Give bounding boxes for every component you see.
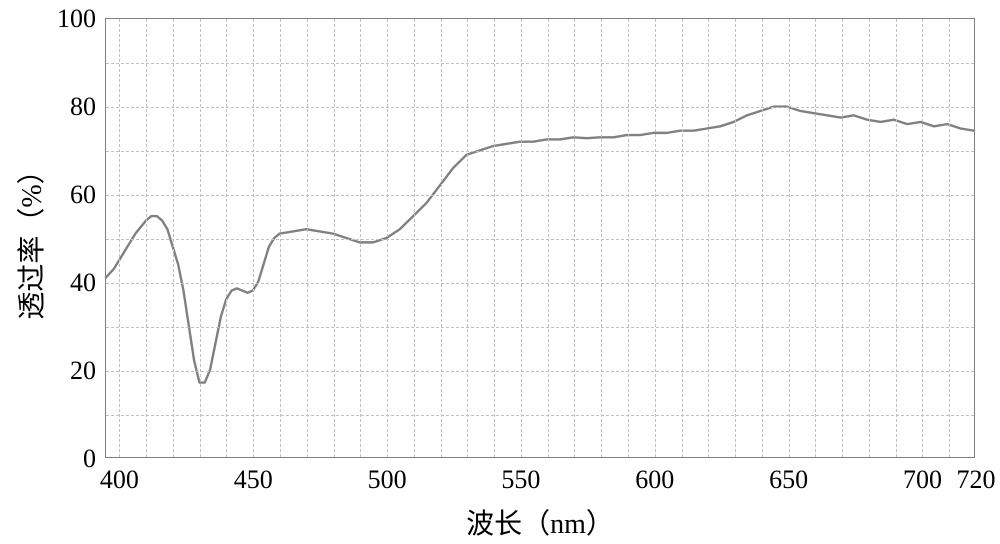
x-tick-label: 500: [368, 457, 407, 495]
gridline-v: [226, 19, 227, 457]
x-tick-label: 600: [635, 457, 674, 495]
y-tick-label: 100: [57, 4, 106, 34]
gridline-v: [360, 19, 361, 457]
gridline-v: [307, 19, 308, 457]
gridline-v: [869, 19, 870, 457]
x-tick-label: 450: [234, 457, 273, 495]
gridline-h: [106, 371, 974, 372]
gridline-v: [280, 19, 281, 457]
gridline-h: [106, 283, 974, 284]
gridline-h: [106, 107, 974, 108]
gridline-h: [106, 151, 974, 152]
chart-container: 020406080100400450500550600650700720 透过率…: [0, 0, 1000, 544]
gridline-v: [628, 19, 629, 457]
gridline-v: [387, 19, 388, 457]
gridline-v: [842, 19, 843, 457]
gridline-v: [173, 19, 174, 457]
gridline-v: [548, 19, 549, 457]
gridline-v: [467, 19, 468, 457]
gridline-v: [682, 19, 683, 457]
x-tick-label: 700: [903, 457, 942, 495]
gridline-v: [655, 19, 656, 457]
gridline-v: [334, 19, 335, 457]
x-tick-label: 720: [957, 457, 996, 495]
x-tick-label: 400: [100, 457, 139, 495]
gridline-v: [762, 19, 763, 457]
gridline-v: [414, 19, 415, 457]
gridline-v: [949, 19, 950, 457]
gridline-v: [708, 19, 709, 457]
gridline-v: [494, 19, 495, 457]
x-tick-label: 650: [769, 457, 808, 495]
gridline-v: [789, 19, 790, 457]
y-tick-label: 20: [70, 356, 106, 386]
gridline-v: [574, 19, 575, 457]
gridline-h: [106, 327, 974, 328]
chart-svg: [106, 19, 974, 457]
gridline-v: [922, 19, 923, 457]
transmittance-line: [106, 107, 974, 383]
gridline-v: [521, 19, 522, 457]
gridline-v: [735, 19, 736, 457]
gridline-v: [146, 19, 147, 457]
plot-area: 020406080100400450500550600650700720: [105, 18, 975, 458]
gridline-h: [106, 415, 974, 416]
gridline-v: [119, 19, 120, 457]
gridline-h: [106, 63, 974, 64]
x-tick-label: 550: [501, 457, 540, 495]
y-tick-label: 80: [70, 92, 106, 122]
gridline-h: [106, 195, 974, 196]
gridline-v: [200, 19, 201, 457]
gridline-h: [106, 239, 974, 240]
y-axis-label: 透过率（%）: [10, 156, 50, 319]
x-axis-label: 波长（nm）: [466, 502, 614, 542]
gridline-v: [896, 19, 897, 457]
y-tick-label: 60: [70, 180, 106, 210]
gridline-v: [601, 19, 602, 457]
y-tick-label: 40: [70, 268, 106, 298]
gridline-v: [815, 19, 816, 457]
gridline-v: [253, 19, 254, 457]
gridline-v: [441, 19, 442, 457]
